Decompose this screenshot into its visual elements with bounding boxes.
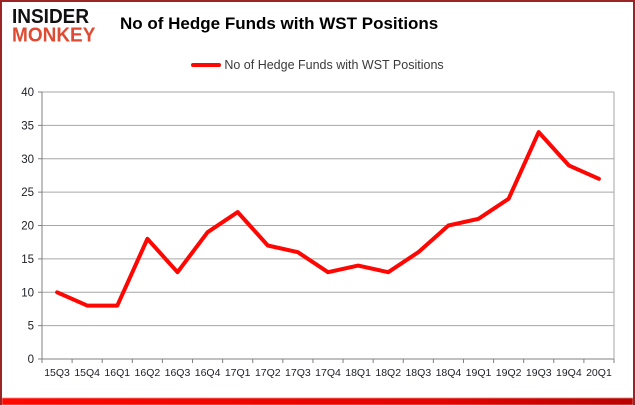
x-tick-label: 18Q1 [345, 367, 371, 379]
x-tick-label: 16Q2 [135, 367, 161, 379]
x-tick-label: 17Q4 [315, 367, 341, 379]
chart-title: No of Hedge Funds with WST Positions [120, 14, 439, 33]
x-tick-label: 15Q4 [74, 367, 100, 379]
legend-line-swatch [191, 62, 222, 68]
y-tick-label: 15 [21, 254, 34, 266]
x-tick-label: 16Q3 [165, 367, 191, 379]
y-tick-label: 35 [21, 120, 34, 132]
x-tick-label: 20Q1 [586, 367, 612, 379]
x-tick-label: 18Q3 [405, 367, 431, 379]
series-line [55, 130, 601, 308]
y-tick-label: 40 [21, 87, 34, 99]
x-tick-label: 18Q2 [375, 367, 401, 379]
legend-label: No of Hedge Funds with WST Positions [224, 58, 444, 72]
frame-bottom-glow [2, 398, 633, 405]
y-tick-label: 5 [28, 321, 34, 333]
x-tick-label: 18Q4 [436, 367, 462, 379]
y-tick-label: 30 [21, 154, 34, 166]
x-tick-label: 17Q3 [285, 367, 311, 379]
x-tick-label: 19Q2 [496, 367, 522, 379]
x-tick-label: 17Q1 [225, 367, 251, 379]
x-tick-label: 19Q4 [556, 367, 582, 379]
logo-monkey-text: MONKEY [12, 24, 96, 47]
insider-monkey-logo: INSIDER MONKEY [12, 7, 95, 47]
y-tick-label: 10 [21, 287, 34, 299]
y-tick-label: 20 [21, 221, 34, 233]
x-tick-label: 15Q3 [44, 367, 70, 379]
y-axis-labels: 0 5 10 15 20 25 30 35 40 [21, 87, 34, 366]
x-tick-label: 16Q4 [195, 367, 221, 379]
y-tick-label: 25 [21, 187, 34, 199]
x-tick-label: 19Q1 [466, 367, 492, 379]
y-tick-label: 0 [28, 354, 34, 366]
x-tick-label: 16Q1 [104, 367, 130, 379]
logo-insider-text: INSIDER [12, 6, 90, 29]
x-tick-label: 19Q3 [526, 367, 552, 379]
chart-legend: No of Hedge Funds with WST Positions [2, 58, 633, 72]
gridlines [38, 91, 614, 360]
x-axis-labels: 15Q3 15Q4 16Q1 16Q2 16Q3 16Q4 17Q1 17Q2 17Q3 17Q4… [44, 367, 612, 379]
x-axis-ticks [41, 359, 615, 363]
x-tick-label: 17Q2 [255, 367, 281, 379]
